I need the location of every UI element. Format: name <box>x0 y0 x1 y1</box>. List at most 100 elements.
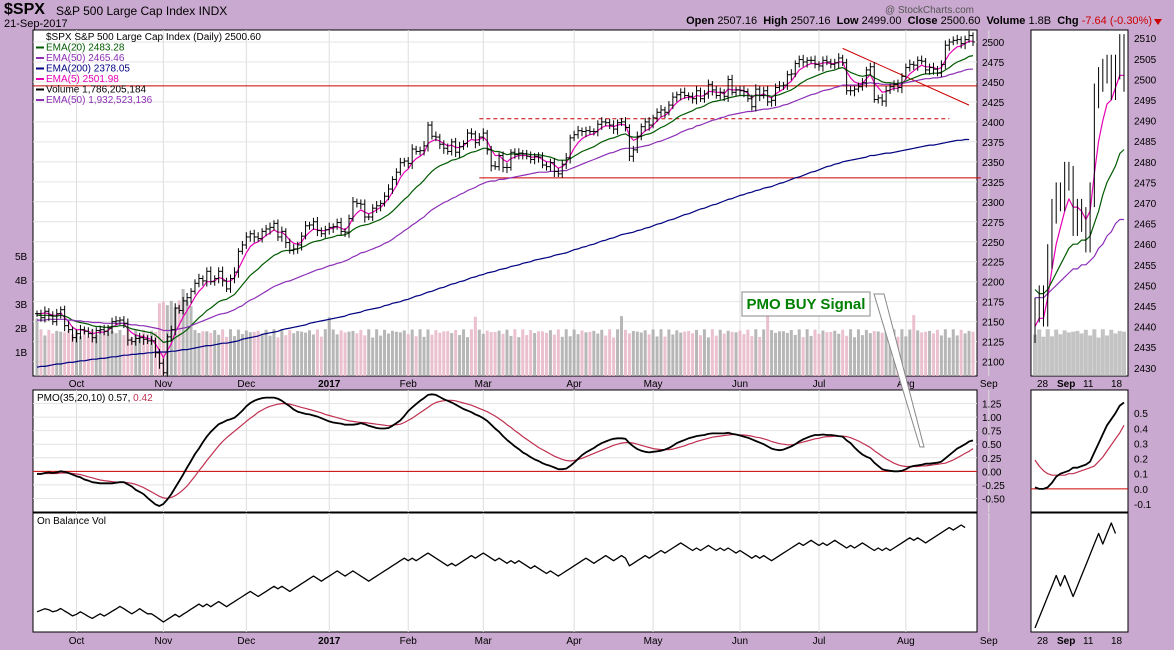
volume-bar <box>256 330 260 376</box>
price-y-tick: 2200 <box>982 278 1005 289</box>
x-tick-label-bottom: Nov <box>154 636 172 647</box>
volume-bar <box>398 332 402 376</box>
zoom-x-tick-bottom: 18 <box>1111 636 1123 647</box>
legend-ema200: EMA(200) 2378.05 <box>46 64 130 75</box>
pmo-line <box>37 393 974 507</box>
volume-bar <box>833 330 837 376</box>
volume-bar <box>663 336 667 376</box>
volume-bar <box>90 329 94 376</box>
price-y-tick: 2175 <box>982 298 1005 309</box>
pmo-y-tick: 1.25 <box>982 400 1002 411</box>
volume-bar <box>864 329 868 376</box>
zoom-pmo-signal-line <box>1034 425 1125 476</box>
volume-bar <box>473 316 477 376</box>
volume-bar <box>647 334 651 376</box>
volume-bar <box>967 330 971 376</box>
zoom-y-tick: 2460 <box>1134 240 1157 251</box>
volume-y-tick: 1B <box>15 348 28 359</box>
x-tick-label-bottom: Mar <box>475 636 493 647</box>
volume-bar <box>205 331 209 376</box>
volume-bar <box>351 330 355 376</box>
zoom-volume-bar <box>1033 334 1037 376</box>
volume-bar <box>592 330 596 376</box>
volume-bar <box>777 331 781 376</box>
pmo-y-tick: -0.50 <box>982 494 1005 505</box>
annotation-text: PMO BUY Signal <box>747 296 866 313</box>
x-tick-label-bottom: Sep <box>980 636 998 647</box>
volume-bar <box>197 332 201 376</box>
volume-bar <box>623 329 627 376</box>
ema200-line <box>36 138 970 368</box>
volume-bar <box>541 331 545 376</box>
volume-bar <box>959 329 963 376</box>
volume-bar <box>446 331 450 376</box>
volume-bar <box>963 333 967 376</box>
volume-bar <box>240 334 244 376</box>
legend-volume: Volume 1,786,205,184 <box>46 85 147 96</box>
volume-bar <box>774 332 778 376</box>
x-tick-label: Feb <box>400 379 418 390</box>
volume-bar <box>221 329 225 376</box>
volume-bar <box>355 333 359 376</box>
volume-bar <box>209 332 213 376</box>
volume-y-tick: 2B <box>15 324 28 335</box>
pmo-y-tick: 0.50 <box>982 440 1002 451</box>
exchange: INDX <box>198 4 228 18</box>
x-tick-label: Jun <box>732 379 748 390</box>
x-tick-label: Jul <box>813 379 826 390</box>
zoom-y-tick: 2455 <box>1134 261 1157 272</box>
pmo-signal-line <box>37 399 974 499</box>
volume-bar <box>801 337 805 376</box>
volume-bar <box>770 330 774 376</box>
volume-bar <box>612 337 616 376</box>
volume-bar <box>667 329 671 376</box>
volume-bar <box>714 335 718 376</box>
legend-main: $SPX S&P 500 Large Cap Index (Daily) 250… <box>46 32 261 43</box>
volume-bar <box>821 330 825 376</box>
volume-bar <box>454 330 458 376</box>
zoom-ema20-line <box>1034 149 1125 295</box>
price-y-tick: 2275 <box>982 218 1005 229</box>
pmo-panel <box>32 389 978 513</box>
volume-bar <box>375 329 379 376</box>
chart-header: $SPX S&P 500 Large Cap Index INDX 21-Sep… <box>0 0 1174 30</box>
volume-bar <box>232 336 236 376</box>
volume-bar <box>754 329 758 376</box>
volume-bar <box>280 329 284 376</box>
volume-y-tick: 5B <box>15 252 28 263</box>
zoom-pmo-y-tick: 0.3 <box>1134 439 1148 450</box>
volume-bar <box>469 329 473 376</box>
volume-bar <box>517 337 521 376</box>
volume-bar <box>339 330 343 376</box>
volume-bar <box>856 329 860 376</box>
legend-volume-ema50: EMA(50) 1,932,523,136 <box>46 95 153 106</box>
volume-bar <box>284 335 288 376</box>
volume-bar <box>410 329 414 376</box>
volume-bar <box>114 333 118 376</box>
volume-bar <box>177 300 181 376</box>
volume-bar <box>932 333 936 376</box>
volume-bar <box>244 330 248 376</box>
volume-bar <box>308 330 312 376</box>
zoom-volume-bar <box>1105 335 1110 376</box>
volume-bar <box>47 329 51 376</box>
x-tick-label-bottom: Feb <box>400 636 418 647</box>
volume-bar <box>371 337 375 376</box>
x-tick-label-bottom: May <box>644 636 663 647</box>
volume-bar <box>691 333 695 376</box>
volume-bar <box>904 336 908 376</box>
volume-bar <box>860 335 864 376</box>
price-y-tick: 2425 <box>982 98 1005 109</box>
volume-bar <box>323 329 327 376</box>
volume-bar <box>497 330 501 376</box>
volume-bar <box>813 329 817 376</box>
volume-bar <box>268 335 272 376</box>
volume-bar <box>730 331 734 376</box>
volume-bar <box>600 329 604 376</box>
volume-bar <box>552 334 556 376</box>
price-y-tick: 2500 <box>982 38 1005 49</box>
obv-line <box>36 524 966 623</box>
zoom-y-tick: 2445 <box>1134 302 1157 313</box>
pmo-y-tick: 1.00 <box>982 413 1002 424</box>
zoom-volume-bar <box>1088 335 1093 376</box>
